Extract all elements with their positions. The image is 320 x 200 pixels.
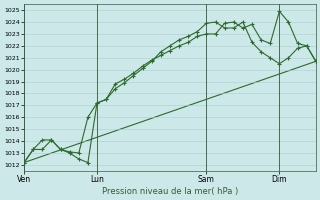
X-axis label: Pression niveau de la mer( hPa ): Pression niveau de la mer( hPa ) xyxy=(102,187,238,196)
